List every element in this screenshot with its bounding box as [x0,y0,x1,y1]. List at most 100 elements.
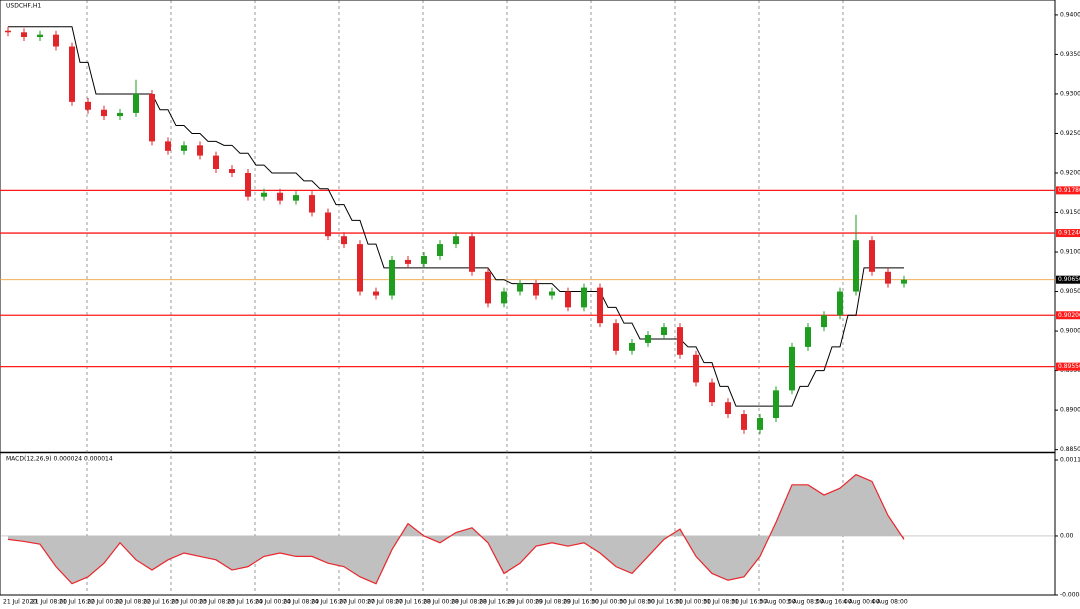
plot-frame [0,0,1056,596]
x-tick-label: 28 Jul 08:00 [451,599,487,606]
candle-body [869,240,875,272]
candle-body [533,283,539,296]
candle-body [181,145,187,151]
candle-body [245,172,251,197]
candle-body [405,259,411,264]
x-tick-label: 21 Jul 2020 [3,599,37,606]
candle-body [549,291,555,296]
x-tick-label: 23 Jul 08:00 [199,599,235,606]
x-tick-label: 28 Jul 16:00 [479,599,515,606]
candle-body [853,240,859,292]
x-tick-label: 30 Jul 00:00 [591,599,627,606]
x-tick-label: 22 Jul 08:00 [115,599,151,606]
candle-body [677,327,683,355]
candle-body [581,287,587,308]
candle-body [453,236,459,245]
candle-body [773,390,779,419]
candle-body [197,145,203,156]
candle-body [229,169,235,173]
x-tick-label: 22 Jul 00:00 [87,599,123,606]
candle-body [613,323,619,351]
x-tick-label: 27 Jul 00:00 [339,599,375,606]
symbol-title: USDCHF,H1 [6,3,41,10]
candle-body [741,414,747,430]
candle-body [341,236,347,245]
level-tag [1056,229,1080,238]
x-tick-label: 24 Jul 00:00 [255,599,291,606]
x-tick-label: 28 Jul 00:00 [423,599,459,606]
candle-body [165,141,171,151]
candle-body [149,93,155,142]
x-tick-label: 21 Jul 16:00 [59,599,95,606]
trailing-line [8,26,904,407]
candle-body [53,34,59,47]
price-tag [1056,275,1080,284]
x-tick-label: 29 Jul 08:00 [535,599,571,606]
candle-body [757,418,763,430]
candle-body [565,291,571,308]
x-tick-label: 30 Jul 08:00 [619,599,655,606]
x-tick-label: 31 Jul 00:00 [675,599,711,606]
candle-body [213,155,219,170]
y-tick-label: -0.000866 [1060,592,1080,599]
x-tick-label: 27 Jul 16:00 [395,599,431,606]
x-tick-label: 30 Jul 16:00 [647,599,683,606]
x-tick-label: 4 Aug 00:00 [843,599,880,606]
price-label: 0.90650 [1058,276,1080,283]
candle-body [725,402,731,415]
x-tick-label: 29 Jul 00:00 [507,599,543,606]
x-tick-label: 3 Aug 16:00 [815,599,852,606]
candle-body [389,259,395,296]
candle-body [501,291,507,304]
candle-body [309,195,315,213]
x-tick-label: 23 Jul 00:00 [171,599,207,606]
candle-body [901,279,907,284]
candle-body [277,192,283,201]
level-tag [1056,186,1080,195]
x-tick-label: 31 Jul 16:00 [731,599,767,606]
macd-area [8,474,904,584]
candle-body [821,315,827,328]
candle-body [629,342,635,351]
candle-body [293,195,299,201]
candle-body [517,283,523,292]
candle-body [21,32,27,38]
candle-body [885,271,891,284]
candle-body [645,335,651,343]
x-tick-label: 27 Jul 08:00 [367,599,403,606]
candle-body [837,291,843,316]
candle-body [485,271,491,304]
candle-body [789,346,795,391]
macd-line [7,473,905,585]
candle-body [133,93,139,113]
candle-body [69,46,75,102]
candle-body [805,327,811,347]
x-tick-label: 21 Jul 08:00 [31,599,67,606]
candle-body [101,109,107,117]
x-tick-label: 24 Jul 08:00 [283,599,319,606]
candle-body [709,382,715,403]
candle-body [661,327,667,336]
candle-body [373,291,379,296]
candle-body [469,236,475,272]
x-tick-label: 31 Jul 08:00 [703,599,739,606]
candle-body [261,192,267,197]
y-tick-label: 0.001114 [1060,457,1080,464]
candle-body [597,287,603,324]
level-tag [1056,362,1080,371]
candle-body [117,112,123,117]
candle-body [85,101,91,110]
x-tick-label: 24 Jul 16:00 [311,599,347,606]
candle-body [325,212,331,237]
candle-body [37,34,43,38]
